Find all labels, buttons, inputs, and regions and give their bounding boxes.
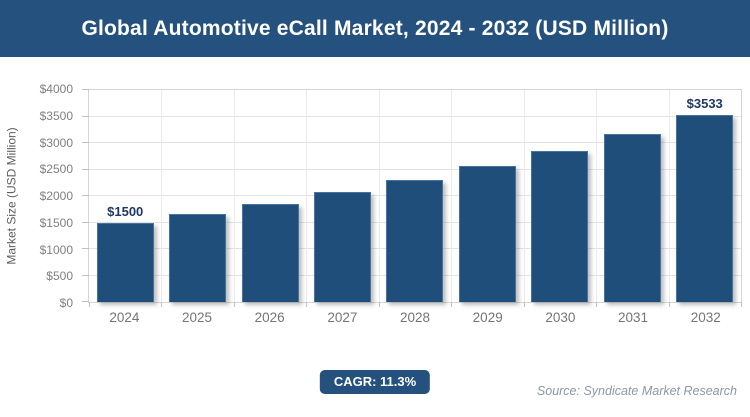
chart-title: Global Automotive eCall Market, 2024 - 2… <box>81 16 669 40</box>
bar-slots: $1500 $3533 <box>89 90 741 302</box>
source-text: Source: Syndicate Market Research <box>536 384 737 398</box>
cagr-badge-text: CAGR: 11.3% <box>333 374 417 389</box>
v-gridline <box>668 90 670 302</box>
bar-slot: $3533 <box>669 90 741 302</box>
y-tick-mark <box>82 221 89 223</box>
v-gridline <box>306 90 308 302</box>
v-gridline <box>451 90 453 302</box>
x-tick-mark <box>451 302 453 307</box>
v-gridline <box>378 90 380 302</box>
x-tick-mark <box>233 302 235 307</box>
h-gridline <box>89 115 741 117</box>
y-tick-mark <box>82 115 89 117</box>
y-tick-mark <box>82 248 89 249</box>
x-tick-mark <box>668 302 670 307</box>
y-tick-mark <box>82 274 89 276</box>
x-axis-tick-labels: 2024 2025 2026 2027 2028 2029 2030 2031 2032 <box>88 310 742 325</box>
y-tick-mark <box>82 89 89 90</box>
x-tick-label: 2029 <box>472 310 503 325</box>
bar-slot: $1500 <box>89 90 161 302</box>
bar-2026 <box>241 203 299 302</box>
y-tick-mark <box>82 195 89 196</box>
y-tick-label: $2000 <box>39 189 73 203</box>
y-tick-label: $1000 <box>39 242 73 257</box>
y-tick-mark <box>82 301 89 302</box>
v-gridline <box>161 90 163 302</box>
bar-2031 <box>603 133 661 302</box>
bar-2025 <box>169 213 227 302</box>
x-tick-label: 2026 <box>254 310 285 325</box>
bar-slot <box>596 90 668 302</box>
x-tick-label: 2027 <box>327 310 358 325</box>
y-tick-label: $2500 <box>39 162 73 177</box>
x-tick-mark <box>161 302 163 307</box>
x-tick-label: 2031 <box>618 310 649 325</box>
x-tick-mark <box>378 302 380 307</box>
cagr-badge: CAGR: 11.3% <box>319 370 431 394</box>
x-tick-mark <box>306 302 308 307</box>
x-tick-label: 2028 <box>400 310 431 325</box>
y-tick-mark <box>82 168 89 170</box>
title-bar: Global Automotive eCall Market, 2024 - 2… <box>0 0 750 57</box>
bar-2030 <box>531 150 589 302</box>
v-gridline <box>596 90 598 302</box>
x-tick-label: 2025 <box>181 310 213 325</box>
bar-slot <box>379 90 451 302</box>
y-axis-tick-labels: $0 $500 $1000 $1500 $2000 $2500 $3000 $3500 $400… <box>0 82 81 310</box>
bar-slot <box>306 90 378 302</box>
x-tick-mark <box>596 302 598 307</box>
h-gridline <box>89 168 741 170</box>
bar-slot <box>234 90 306 302</box>
y-tick-label: $3000 <box>39 135 73 150</box>
data-label: $1500 <box>107 203 144 219</box>
v-gridline <box>523 90 525 302</box>
bar-2027 <box>314 192 372 302</box>
x-tick-mark <box>523 302 525 307</box>
x-tick-mark <box>89 302 90 307</box>
plot-area: $1500 $3533 <box>82 89 742 307</box>
bar-slot <box>451 90 523 302</box>
x-tick-label: 2024 <box>109 310 140 325</box>
v-gridline <box>233 90 235 302</box>
y-tick-label: $3500 <box>39 108 73 123</box>
y-tick-label: $1500 <box>39 215 73 230</box>
h-gridline <box>89 142 741 143</box>
bar-2032 <box>676 114 734 302</box>
y-tick-label: $0 <box>59 296 73 310</box>
x-tick-label: 2030 <box>545 310 576 325</box>
bar-2028 <box>386 180 444 302</box>
x-tick-mark <box>741 302 742 307</box>
bar-slot <box>161 90 233 302</box>
data-label: $3533 <box>686 95 723 111</box>
bar-2029 <box>458 166 516 302</box>
y-tick-label: $4000 <box>39 82 73 96</box>
bar-2024 <box>96 222 154 302</box>
x-tick-label: 2032 <box>690 310 721 325</box>
bar-slot <box>524 90 596 302</box>
y-tick-mark <box>82 142 89 143</box>
y-tick-label: $500 <box>46 269 73 284</box>
